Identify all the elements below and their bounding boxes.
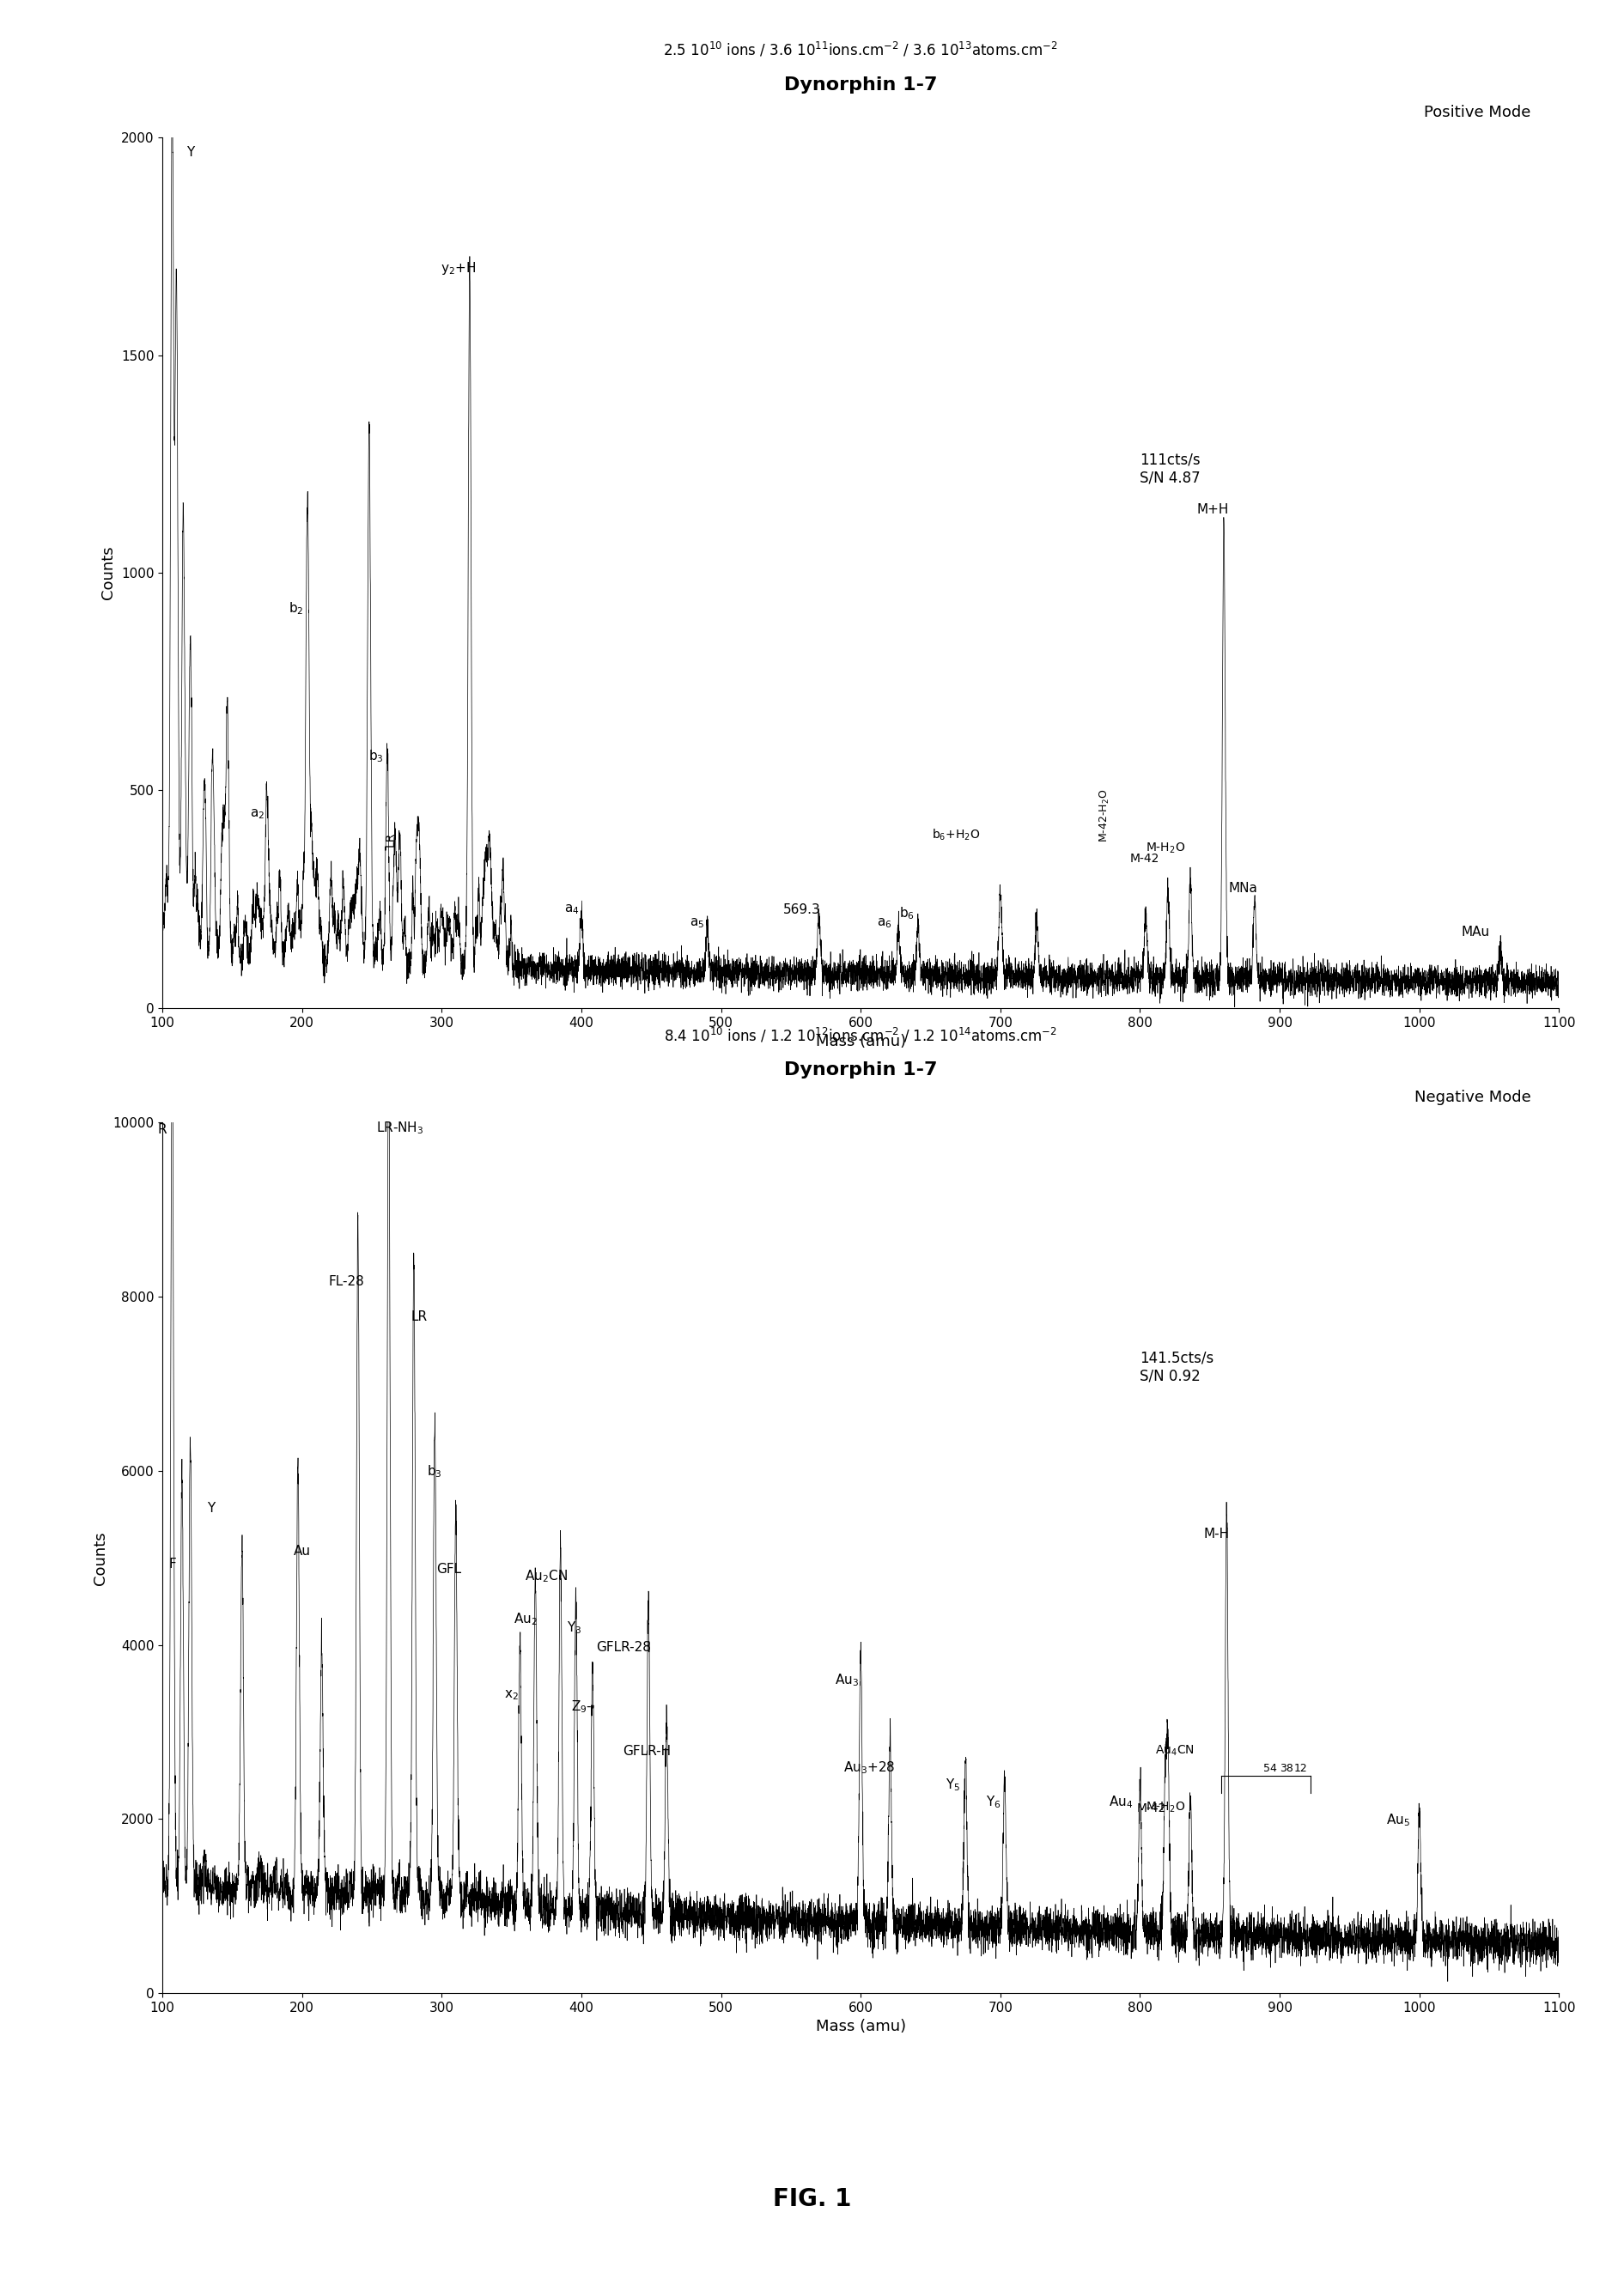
Text: GFLR-28: GFLR-28 bbox=[596, 1640, 651, 1654]
Text: Negative Mode: Negative Mode bbox=[1415, 1091, 1531, 1104]
Text: Au$_3$: Au$_3$ bbox=[835, 1672, 859, 1688]
Text: 111cts/s
S/N 4.87: 111cts/s S/N 4.87 bbox=[1140, 451, 1200, 486]
Title: Dynorphin 1-7: Dynorphin 1-7 bbox=[784, 1061, 937, 1079]
Text: F: F bbox=[169, 1558, 175, 1572]
Text: GFL: GFL bbox=[437, 1562, 461, 1576]
Text: Au$_3$+28: Au$_3$+28 bbox=[843, 1759, 895, 1776]
Text: b$_2$: b$_2$ bbox=[289, 600, 304, 616]
Text: a$_4$: a$_4$ bbox=[564, 903, 580, 916]
Text: 38: 38 bbox=[1280, 1762, 1293, 1773]
Text: 141.5cts/s
S/N 0.92: 141.5cts/s S/N 0.92 bbox=[1140, 1349, 1215, 1384]
Text: FL-28: FL-28 bbox=[328, 1276, 365, 1288]
Text: 12: 12 bbox=[1294, 1762, 1307, 1773]
Text: Positive Mode: Positive Mode bbox=[1424, 105, 1531, 119]
Text: Au$_5$: Au$_5$ bbox=[1387, 1812, 1411, 1828]
Text: LR-NH$_3$: LR-NH$_3$ bbox=[377, 1120, 424, 1136]
Text: M+H: M+H bbox=[1197, 504, 1229, 515]
Text: 8.4 10$^{10}$ ions / 1.2 10$^{12}$ions.cm$^{-2}$ / 1.2 10$^{14}$atoms.cm$^{-2}$: 8.4 10$^{10}$ ions / 1.2 10$^{12}$ions.c… bbox=[664, 1026, 1057, 1045]
Text: a$_2$: a$_2$ bbox=[250, 806, 265, 820]
Text: Au$_4$: Au$_4$ bbox=[1108, 1794, 1132, 1810]
Text: Y: Y bbox=[208, 1501, 216, 1514]
Title: Dynorphin 1-7: Dynorphin 1-7 bbox=[784, 76, 937, 94]
Text: 54: 54 bbox=[1263, 1762, 1276, 1773]
Text: MAu: MAu bbox=[1462, 926, 1489, 939]
Text: x$_2$: x$_2$ bbox=[505, 1688, 518, 1702]
Text: Z$_9$-: Z$_9$- bbox=[570, 1698, 593, 1714]
Text: b$_6$: b$_6$ bbox=[900, 905, 914, 921]
Text: a$_5$: a$_5$ bbox=[690, 916, 705, 930]
Text: Au$_2$CN: Au$_2$CN bbox=[525, 1567, 568, 1583]
Text: Au$_4$CN: Au$_4$CN bbox=[1155, 1743, 1195, 1757]
Y-axis label: Counts: Counts bbox=[93, 1530, 107, 1585]
Text: M-H$_2$O: M-H$_2$O bbox=[1145, 841, 1186, 855]
Text: y$_2$+H: y$_2$+H bbox=[440, 261, 476, 277]
Text: M-42-H$_2$O: M-42-H$_2$O bbox=[1099, 788, 1111, 843]
Text: Au: Au bbox=[294, 1544, 310, 1558]
Text: 569.3: 569.3 bbox=[783, 903, 820, 916]
Text: M-H: M-H bbox=[1203, 1528, 1229, 1540]
Text: FIG. 1: FIG. 1 bbox=[773, 2188, 851, 2211]
Text: 2.5 10$^{10}$ ions / 3.6 10$^{11}$ions.cm$^{-2}$ / 3.6 10$^{13}$atoms.cm$^{-2}$: 2.5 10$^{10}$ ions / 3.6 10$^{11}$ions.c… bbox=[663, 41, 1059, 60]
Text: b$_3$: b$_3$ bbox=[369, 749, 383, 765]
X-axis label: Mass (amu): Mass (amu) bbox=[815, 1033, 906, 1049]
Text: GFLR-H: GFLR-H bbox=[624, 1746, 671, 1757]
Text: b$_6$+H$_2$O: b$_6$+H$_2$O bbox=[932, 827, 979, 843]
Text: LR: LR bbox=[411, 1310, 427, 1322]
Text: MNa: MNa bbox=[1229, 882, 1259, 896]
Text: Y$_6$: Y$_6$ bbox=[986, 1794, 1000, 1810]
Text: LR: LR bbox=[383, 832, 396, 848]
Text: M-H$_2$O: M-H$_2$O bbox=[1145, 1801, 1186, 1814]
Text: a$_6$: a$_6$ bbox=[877, 916, 892, 930]
Text: b$_3$: b$_3$ bbox=[427, 1464, 442, 1480]
Text: R: R bbox=[158, 1123, 167, 1136]
Text: Y: Y bbox=[187, 147, 195, 160]
Y-axis label: Counts: Counts bbox=[101, 545, 117, 600]
Text: M-42: M-42 bbox=[1137, 1803, 1166, 1814]
X-axis label: Mass (amu): Mass (amu) bbox=[815, 2018, 906, 2034]
Text: Y$_3$: Y$_3$ bbox=[567, 1620, 581, 1636]
Text: Au$_2$: Au$_2$ bbox=[513, 1611, 538, 1627]
Text: Y$_5$: Y$_5$ bbox=[945, 1778, 960, 1794]
Text: M-42: M-42 bbox=[1129, 852, 1160, 864]
